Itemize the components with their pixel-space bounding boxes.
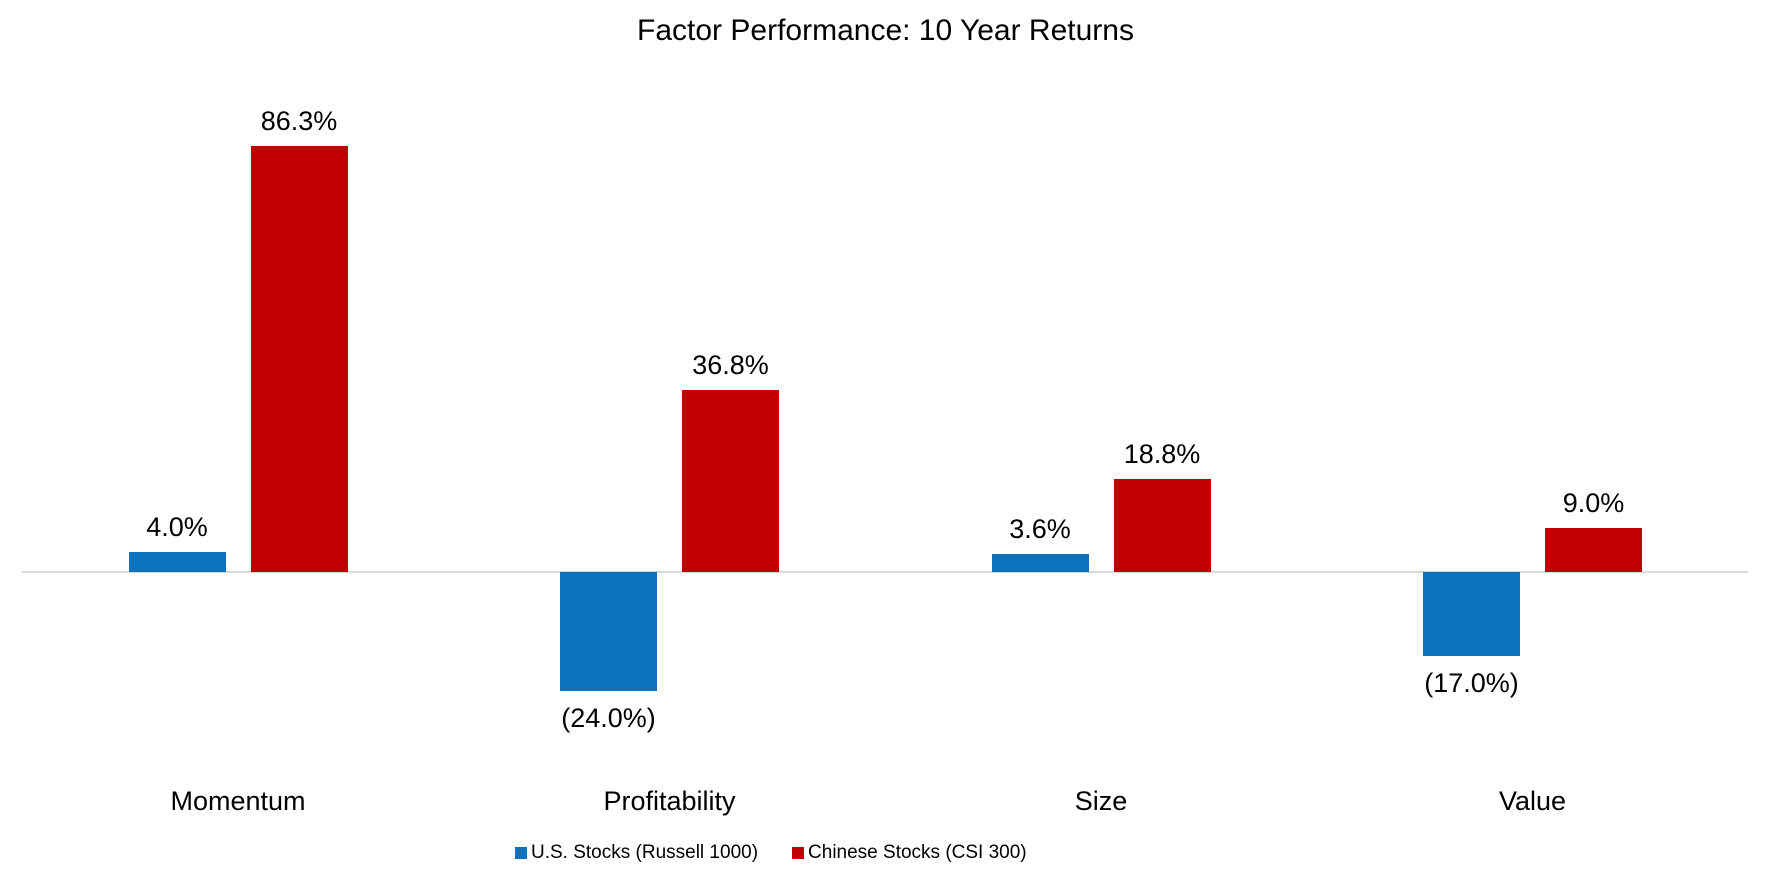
legend-label-us: U.S. Stocks (Russell 1000) xyxy=(531,842,759,863)
data-label-us-stocks-momentum: 4.0% xyxy=(146,512,208,543)
bar-us-stocks-momentum xyxy=(128,552,226,572)
bar-chinese-stocks-size xyxy=(1113,479,1211,572)
legend-label-china: Chinese Stocks (CSI 300) xyxy=(808,842,1027,863)
category-label-momentum: Momentum xyxy=(170,786,306,816)
bar-chinese-stocks-momentum xyxy=(250,145,348,572)
legend-item-us-stocks: U.S. Stocks (Russell 1000) xyxy=(515,842,758,864)
category-label-profitability: Profitability xyxy=(603,786,736,816)
chart-title: Factor Performance: 10 Year Returns xyxy=(637,14,1134,47)
bar-us-stocks-value xyxy=(1423,572,1520,656)
data-label-chinese-stocks-value: 9.0% xyxy=(1562,487,1625,518)
legend-swatch-us-icon xyxy=(515,847,527,859)
bar-chinese-stocks-profitability xyxy=(682,390,779,572)
data-label-chinese-stocks-profitability: 36.8% xyxy=(692,350,769,381)
data-label-us-stocks-size: 3.6% xyxy=(1009,514,1071,545)
data-label-us-stocks-profitability: (24.0%) xyxy=(561,702,656,733)
bar-chinese-stocks-value xyxy=(1545,527,1642,572)
legend: U.S. Stocks (Russell 1000) Chinese Stock… xyxy=(515,842,1027,864)
bar-us-stocks-profitability xyxy=(560,572,657,691)
legend-item-chinese-stocks: Chinese Stocks (CSI 300) xyxy=(792,842,1027,864)
data-label-us-stocks-value: (17.0%) xyxy=(1424,667,1519,698)
x-axis-line xyxy=(22,571,1748,573)
data-label-chinese-stocks-size: 18.8% xyxy=(1123,439,1201,470)
bar-us-stocks-size xyxy=(991,554,1089,572)
category-label-value: Value xyxy=(1498,786,1567,816)
data-label-chinese-stocks-momentum: 86.3% xyxy=(260,105,338,136)
legend-swatch-china-icon xyxy=(792,847,805,859)
category-label-size: Size xyxy=(1074,786,1128,816)
